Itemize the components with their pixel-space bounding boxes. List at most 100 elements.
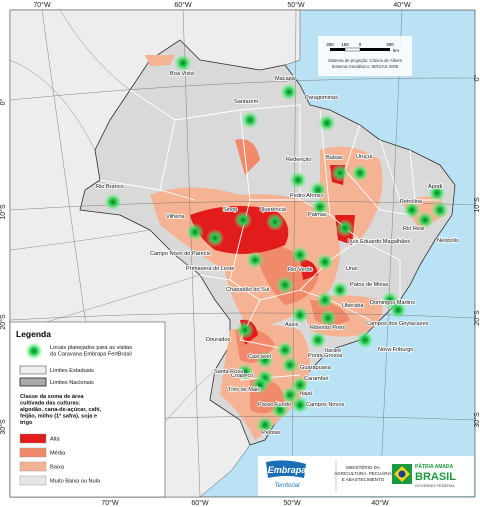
lat-label: 0° — [473, 74, 480, 81]
city-marker — [246, 251, 264, 269]
city-marker — [174, 54, 192, 72]
footer: Embrapa Territorial MINISTÉRIO DA AGRICU… — [266, 460, 456, 492]
city-label: Rio Real — [403, 226, 424, 232]
legend-class: Alta — [50, 437, 61, 443]
city-label: Guarapuava — [300, 365, 332, 371]
city-marker — [331, 281, 349, 299]
lon-label: 70°W — [33, 1, 51, 9]
city-marker — [266, 213, 284, 231]
lon-label: 60°W — [174, 1, 192, 9]
city-label: Pedro Afonso — [290, 193, 324, 199]
ministry-line: E ABASTECIMENTO — [342, 477, 385, 482]
legend-class-title: trigo — [20, 420, 33, 426]
city-marker — [309, 331, 327, 349]
legend-swatch — [19, 433, 47, 444]
legend: Legenda Limites Estaduais Limites Nacion… — [16, 329, 132, 486]
city-marker — [351, 164, 369, 182]
legend-class: Média — [50, 451, 66, 457]
city-marker — [281, 356, 299, 374]
lat-label: 20°S — [0, 314, 7, 330]
city-label: Ponta Grossa — [308, 353, 343, 359]
legend-class: Muito Baixa ou Nula — [50, 479, 101, 485]
city-label: Santa Rosa — [214, 369, 244, 375]
scale-tick: 300 — [386, 42, 394, 47]
ministry-line: MINISTÉRIO DA — [346, 464, 380, 470]
city-marker — [276, 341, 294, 359]
city-label: Paragominas — [305, 95, 338, 101]
city-marker — [206, 229, 224, 247]
legend-swatch — [19, 461, 47, 472]
city-marker — [311, 198, 329, 216]
lat-label: 30°S — [473, 412, 480, 428]
city-marker — [336, 219, 354, 237]
city-marker — [241, 111, 259, 129]
city-marker — [318, 114, 336, 132]
flag-circle — [398, 470, 406, 478]
lat-label: 10°S — [0, 204, 7, 220]
city-marker — [389, 301, 407, 319]
city-marker — [316, 291, 334, 309]
city-label: Redenção — [286, 157, 312, 163]
legend-state-icon — [19, 365, 47, 375]
city-label: Passo Fundo — [258, 402, 291, 408]
legend-point-icon — [25, 342, 43, 360]
city-label: Campo Novo do Parecis — [150, 251, 211, 257]
city-marker — [186, 223, 204, 241]
lon-label: 60°W — [191, 499, 209, 507]
city-marker — [316, 253, 334, 271]
city-label: Domingos Martins — [370, 300, 415, 306]
city-marker — [291, 246, 309, 264]
lon-label: 40°W — [371, 499, 389, 507]
neighbour-borders — [9, 9, 216, 498]
city-label: Apodi — [428, 184, 442, 190]
city-label: Ribeirão Preto — [310, 325, 346, 331]
legend-class-title: cultivada das culturas: — [20, 401, 81, 407]
legend-title: Legenda — [16, 329, 51, 339]
embrapa-unit: Territorial — [275, 483, 300, 489]
scale-box — [318, 36, 412, 76]
city-label: Cascavel — [248, 354, 271, 360]
lat-label: 0° — [0, 98, 7, 105]
legend-class-title: algodão, cana-de-açúcar, café, — [20, 407, 102, 413]
city-marker — [291, 306, 309, 324]
legend-class-title: feijão, milho (1ª safra), soja e — [20, 413, 97, 420]
legend-state: Limites Estaduais — [50, 368, 94, 374]
scale-tick: 300 — [326, 42, 334, 47]
city-label: Unaí — [346, 266, 358, 272]
city-marker — [428, 184, 446, 202]
ministry-line: AGRICULTURA, PECUÁRIA — [334, 470, 391, 476]
city-label: Dourados — [206, 337, 230, 343]
city-label: Itararé — [325, 348, 341, 354]
meridian — [182, 9, 201, 498]
city-label: Chapadão do Sul — [226, 287, 269, 293]
lon-label: 50°W — [287, 1, 305, 9]
city-marker — [331, 164, 349, 182]
cities: Boa Vista Macapá Santarém Paragominas Redenç… — [95, 54, 460, 437]
city-marker — [356, 331, 374, 349]
city-label: Assis — [285, 322, 299, 328]
embrapa-name: Embrapa — [268, 465, 307, 475]
city-marker — [431, 201, 449, 219]
scale-unit: km — [393, 48, 399, 53]
legend-national-icon — [19, 377, 47, 387]
legend-class-title: Classe da soma de área — [20, 394, 84, 400]
lon-label: 40°W — [393, 1, 411, 9]
projection-note: Sistema Geodésico: SIRGAS 2000 — [332, 64, 399, 69]
city-marker — [234, 211, 252, 229]
city-marker — [319, 309, 337, 327]
city-marker — [403, 201, 421, 219]
city-marker — [289, 171, 307, 189]
city-label: Uruçuí — [356, 154, 373, 160]
city-marker — [291, 396, 309, 414]
government: GOVERNO FEDERAL — [415, 483, 456, 488]
city-label: Macapá — [275, 76, 296, 82]
city-label: Vilhena — [166, 214, 185, 220]
city-label: Primavera do Leste — [186, 266, 235, 272]
city-marker — [236, 321, 254, 339]
legend-national: Limites Nacionais — [50, 380, 94, 386]
city-label: Palmas — [308, 212, 327, 218]
meridian — [379, 9, 403, 498]
city-label: Carambeí — [304, 376, 329, 382]
legend-swatch — [19, 447, 47, 458]
